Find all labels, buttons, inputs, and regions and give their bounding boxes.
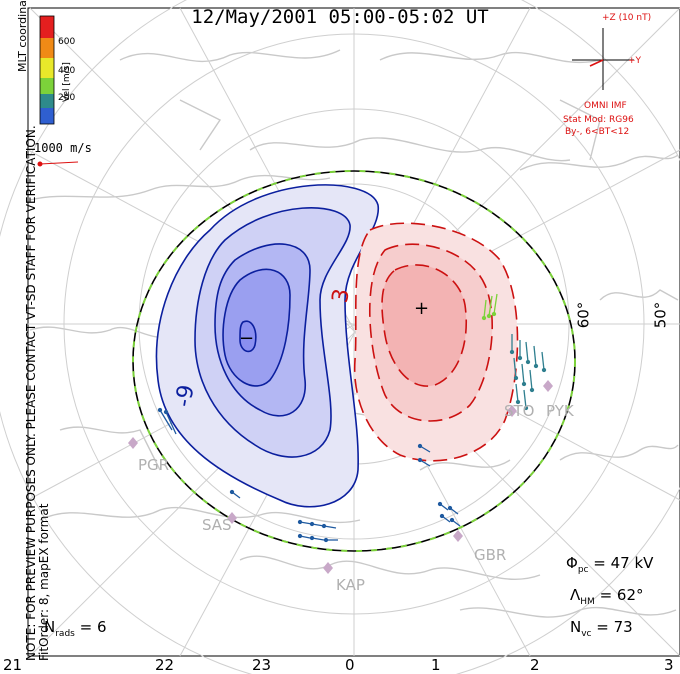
coords-label: MLT coordinates xyxy=(16,0,29,72)
contour-label-pos: 3 xyxy=(328,287,355,305)
station-gbr-label: GBR xyxy=(474,546,506,564)
imf-y-label: +Y xyxy=(628,56,642,66)
colorbar xyxy=(39,15,55,125)
colorbar-tick-400: 400 xyxy=(58,66,76,76)
mlt-label-21: 21 xyxy=(3,656,23,674)
velocity-scale-label: 1000 m/s xyxy=(34,141,92,155)
stat-n-rads: Nrads = 6 xyxy=(44,618,107,639)
mlt-label-1: 1 xyxy=(431,656,441,674)
stat-lambda-hm: ΛHM = 62° xyxy=(570,586,644,607)
station-sas-marker xyxy=(227,512,237,524)
stat-n-vc: Nvc = 73 xyxy=(570,618,633,639)
imf-source: OMNI IMF xyxy=(584,101,627,111)
station-pyk-marker xyxy=(543,380,553,392)
station-gbr-marker xyxy=(453,530,463,542)
imf-model-params: By-, 6<BT<12 xyxy=(565,127,630,137)
station-sas-label: SAS xyxy=(202,516,232,534)
side-notes: NOTE: FOR PREVIEW PURPOSES ONLY. PLEASE … xyxy=(24,21,51,661)
station-sto-label: STO xyxy=(504,402,535,420)
mlt-label-3: 3 xyxy=(664,656,674,674)
contour-label-neg: -9 xyxy=(171,383,199,409)
station-kap-label: KAP xyxy=(336,576,365,594)
colorbar-tick-600: 600 xyxy=(58,37,76,47)
mlt-label-22: 22 xyxy=(155,656,175,674)
lat-label-50: 50° xyxy=(651,301,670,329)
coastlines xyxy=(29,49,679,618)
mlt-label-0: 0 xyxy=(345,656,355,674)
map-title: 12/May/2001 05:00-05:02 UT xyxy=(191,6,489,28)
lat-label-60: 60° xyxy=(574,301,593,329)
potential-min-symbol: − xyxy=(239,328,254,349)
velocity-scale xyxy=(37,161,79,167)
imf-z-label: +Z (10 nT) xyxy=(602,13,652,23)
stat-n-vc-value: 73 xyxy=(613,618,633,636)
potential-max-symbol: + xyxy=(414,298,429,319)
hmb-boundary-dash xyxy=(132,170,576,552)
colorbar-tick-200: 200 xyxy=(58,93,76,103)
stat-phi-pc: Φpc = 47 kV xyxy=(566,554,654,575)
stat-phi-pc-value: 47 kV xyxy=(610,554,654,572)
imf-model: Stat Mod: RG96 xyxy=(563,115,634,125)
positive-cell xyxy=(353,222,519,462)
station-pgr-label: PGR xyxy=(138,456,169,474)
imf-clock xyxy=(572,28,634,90)
mlt-label-23: 23 xyxy=(252,656,272,674)
stat-lambda-hm-value: 62° xyxy=(616,586,644,604)
mlt-label-2: 2 xyxy=(530,656,540,674)
negative-cell xyxy=(155,184,379,508)
velocity-vectors xyxy=(157,293,547,543)
station-kap-marker xyxy=(323,562,333,574)
station-sto-marker xyxy=(507,405,517,417)
stations xyxy=(128,380,553,574)
station-pyk-label: PYK xyxy=(546,402,575,420)
stat-n-rads-value: 6 xyxy=(96,618,107,636)
station-pgr-marker xyxy=(128,437,138,449)
fit-order: FitOrder: 8, mapEX format xyxy=(37,503,51,661)
